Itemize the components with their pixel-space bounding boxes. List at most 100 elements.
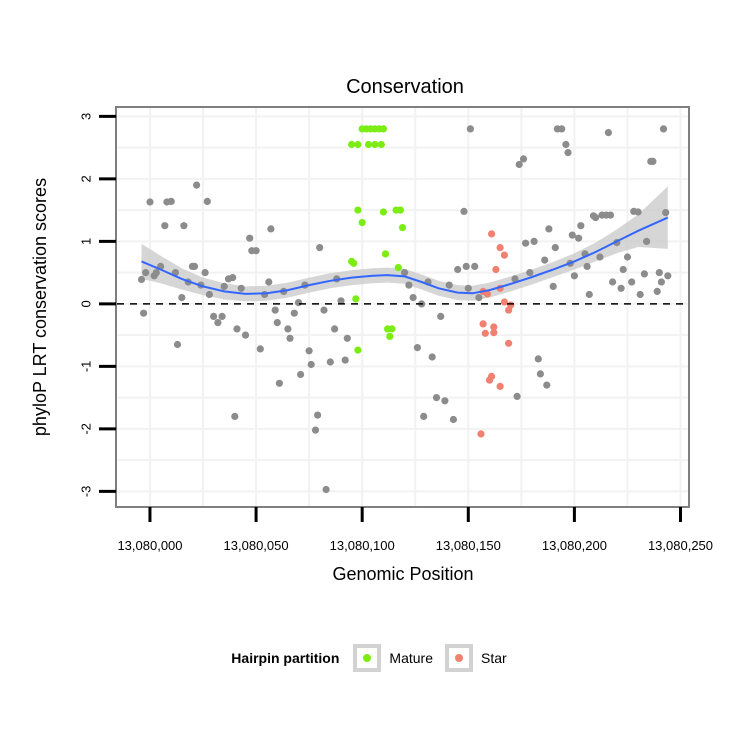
point-other xyxy=(161,222,169,230)
legend-title: Hairpin partition xyxy=(231,650,340,666)
point-other xyxy=(606,211,615,219)
point-other xyxy=(522,239,530,247)
point-other xyxy=(604,129,613,137)
point-other xyxy=(246,234,254,242)
point-other xyxy=(237,284,245,292)
point-other xyxy=(619,265,627,274)
point-other xyxy=(515,160,523,169)
point-other xyxy=(575,234,583,242)
point-star xyxy=(477,430,485,438)
point-other xyxy=(511,275,519,283)
point-other xyxy=(526,269,534,277)
point-mature xyxy=(354,140,362,149)
point-mature xyxy=(354,346,362,354)
point-other xyxy=(454,265,462,274)
point-other xyxy=(592,214,600,222)
point-other xyxy=(437,312,445,320)
y-tick-label: 0 xyxy=(78,300,93,307)
point-other xyxy=(210,312,218,320)
point-other xyxy=(137,275,146,284)
point-other xyxy=(471,262,479,270)
point-other xyxy=(634,208,642,216)
x-tick-label: 13,080,100 xyxy=(330,538,395,553)
y-tick-label: 2 xyxy=(78,175,93,182)
point-other xyxy=(265,278,273,286)
legend-key-star xyxy=(445,644,473,672)
legend-dot-mature-icon xyxy=(363,654,372,662)
x-tick-label: 13,080,050 xyxy=(224,538,289,553)
point-other xyxy=(271,306,279,314)
point-other xyxy=(536,370,545,378)
point-other xyxy=(322,485,330,494)
point-other xyxy=(543,381,551,389)
point-other xyxy=(286,334,294,342)
point-other xyxy=(229,274,237,282)
y-tick-label: 3 xyxy=(78,113,93,120)
point-other xyxy=(445,281,453,289)
smooth-layer xyxy=(141,216,669,295)
point-other xyxy=(659,125,668,133)
point-other xyxy=(201,269,209,277)
x-tick-label: 13,080,250 xyxy=(648,538,713,553)
point-other xyxy=(341,356,349,364)
point-other xyxy=(173,340,182,349)
point-other xyxy=(275,379,283,387)
grid xyxy=(117,108,688,506)
point-other xyxy=(314,411,322,419)
y-tick-label: -1 xyxy=(78,361,93,373)
point-other xyxy=(649,157,657,165)
point-other xyxy=(432,394,441,402)
point-other xyxy=(596,253,604,261)
point-mature xyxy=(364,140,373,149)
legend-label-star: Star xyxy=(481,650,507,666)
point-other xyxy=(231,412,239,420)
point-other xyxy=(428,353,436,361)
point-other xyxy=(570,272,579,280)
point-other xyxy=(449,415,457,424)
point-other xyxy=(180,222,188,230)
points-layer xyxy=(137,125,672,494)
y-tick-label: -2 xyxy=(78,423,93,435)
legend-label-mature: Mature xyxy=(389,650,433,666)
point-other xyxy=(636,290,644,299)
confidence-band-layer xyxy=(141,186,668,302)
point-other xyxy=(585,290,593,299)
point-other xyxy=(441,397,449,405)
x-tick-label: 13,080,200 xyxy=(542,538,607,553)
y-axis-label: phyloP LRT conservation scores xyxy=(30,178,50,436)
point-other xyxy=(205,290,213,299)
point-mature xyxy=(377,140,385,149)
point-mature xyxy=(352,295,360,303)
point-other xyxy=(664,272,672,280)
point-other xyxy=(628,278,636,286)
point-other xyxy=(513,392,521,400)
point-star xyxy=(483,290,491,298)
point-mature xyxy=(358,219,366,227)
point-star xyxy=(505,306,513,314)
point-other xyxy=(460,207,468,215)
point-star xyxy=(500,251,508,259)
point-other xyxy=(564,149,572,157)
chart-title: Conservation xyxy=(346,76,464,98)
point-other xyxy=(214,319,222,327)
point-mature xyxy=(354,206,362,214)
point-mature xyxy=(371,140,379,149)
point-mature xyxy=(386,332,394,340)
point-mature xyxy=(388,325,396,333)
point-other xyxy=(562,140,570,149)
point-other xyxy=(558,125,566,133)
point-mature xyxy=(396,206,404,214)
point-other xyxy=(343,334,351,342)
point-other xyxy=(146,198,154,206)
point-other xyxy=(401,269,409,277)
legend: Hairpin partition Mature Star xyxy=(0,641,750,675)
point-other xyxy=(241,331,250,339)
point-mature xyxy=(350,259,358,267)
point-mature xyxy=(381,250,390,258)
legend-key-mature xyxy=(353,644,382,672)
point-other xyxy=(519,155,528,163)
point-other xyxy=(623,253,632,261)
point-mature xyxy=(379,125,387,133)
y-tick-label: -3 xyxy=(78,486,93,498)
